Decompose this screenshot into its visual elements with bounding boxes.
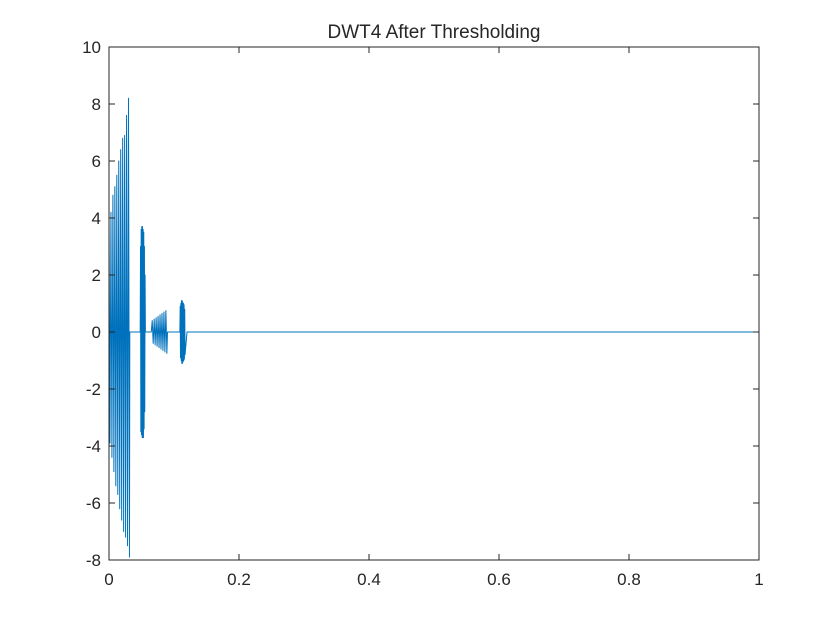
axes-box	[108, 46, 760, 561]
x-tick-label-3: 0.6	[487, 570, 511, 589]
y-tick-label-4: 0	[92, 323, 101, 342]
y-tick-label-2: -4	[86, 437, 101, 456]
y-tick-label-9: 10	[82, 38, 101, 57]
x-tick-label-5: 1	[754, 570, 763, 589]
plot-area	[109, 47, 759, 560]
x-axis-ticks: 0 0.2 0.4 0.6 0.8 1	[104, 47, 764, 589]
y-axis-ticks: -8 -6 -4 -2 0 2 4 6 8 10	[82, 38, 759, 570]
y-tick-label-7: 6	[92, 152, 101, 171]
y-tick-label-5: 2	[92, 266, 101, 285]
y-tick-label-8: 8	[92, 95, 101, 114]
y-tick-label-6: 4	[92, 209, 101, 228]
x-tick-label-2: 0.4	[357, 570, 381, 589]
x-tick-label-4: 0.8	[617, 570, 641, 589]
x-tick-label-1: 0.2	[227, 570, 251, 589]
chart-title: DWT4 After Thresholding	[328, 22, 541, 43]
y-tick-label-1: -6	[86, 494, 101, 513]
x-tick-label-0: 0	[104, 570, 113, 589]
series-line-0	[108, 97, 759, 558]
y-tick-label-3: -2	[86, 380, 101, 399]
series-layer	[108, 97, 759, 558]
y-tick-label-0: -8	[86, 551, 101, 570]
